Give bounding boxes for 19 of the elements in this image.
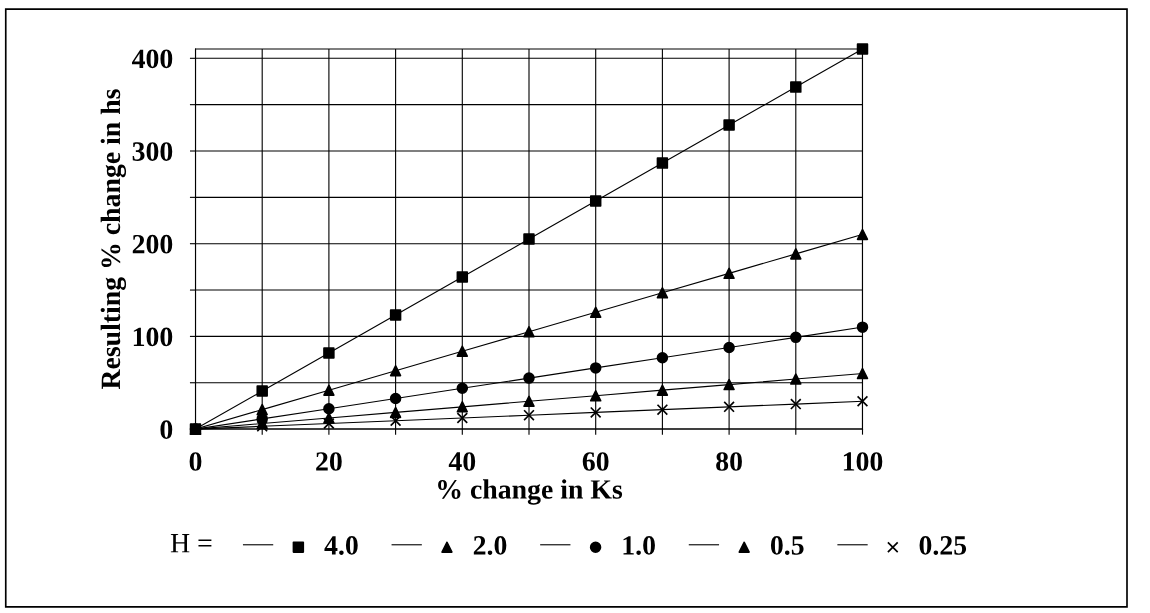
y-tick-label: 0 (160, 420, 173, 440)
y-tick-label: 100 (133, 327, 173, 347)
legend-label: 2.0 (473, 536, 507, 555)
legend-label: 0.5 (770, 536, 804, 555)
x-tick-label: 100 (843, 452, 883, 471)
x-tick-label: 60 (582, 452, 609, 471)
x-tick-label: 20 (316, 452, 342, 471)
x-tick-label: 40 (448, 452, 476, 471)
y-tick-label: 400 (131, 49, 173, 69)
y-tick-label: 300 (132, 142, 173, 161)
legend-title: H = (170, 534, 212, 553)
x-tick-label: 0 (189, 452, 202, 471)
y-tick-label: 200 (132, 234, 173, 254)
y-axis-title: Resulting % change in hs (100, 89, 127, 390)
x-axis-title: % change in Ks (438, 479, 623, 505)
x-tick-label: 80 (716, 452, 742, 471)
legend-label: 4.0 (324, 536, 358, 555)
legend-label: 1.0 (623, 536, 655, 555)
legend-label: 0.25 (919, 536, 967, 555)
